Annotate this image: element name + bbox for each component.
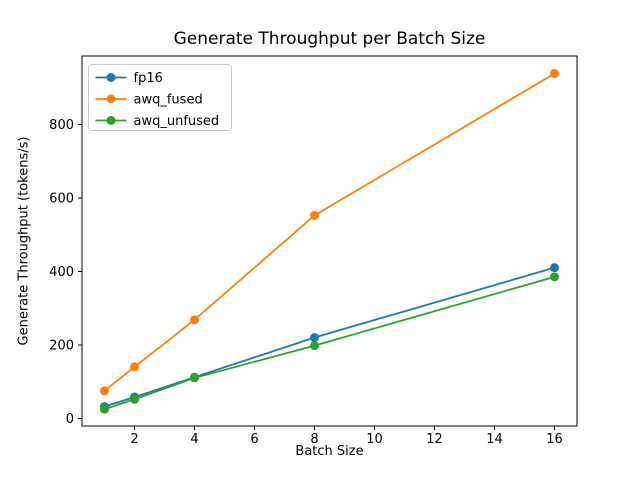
series-point-awq_fused: [190, 315, 199, 325]
x-tick-label: 10: [366, 432, 383, 447]
x-tick-label: 2: [130, 432, 138, 447]
legend-label-awq_unfused: awq_unfused: [134, 114, 220, 129]
legend-label-fp16: fp16: [134, 71, 163, 86]
y-tick-label: 600: [49, 191, 74, 206]
axes-frame: [81, 55, 578, 427]
series-point-awq_fused: [100, 386, 109, 396]
legend-sample-marker-awq_unfused: [106, 116, 116, 125]
y-tick-label: 200: [49, 338, 74, 353]
y-tick-label: 0: [66, 412, 74, 427]
x-tick-label: 4: [190, 432, 198, 447]
series-point-awq_unfused: [130, 394, 139, 404]
x-tick-label: 6: [250, 432, 258, 447]
series-point-awq_unfused: [310, 341, 319, 351]
series-line-awq_unfused: [104, 275, 555, 411]
x-tick-label: 14: [486, 432, 503, 447]
series-point-awq_fused: [130, 362, 139, 372]
y-axis-label: Generate Throughput (tokens/s): [16, 136, 32, 346]
series-point-awq_fused: [310, 210, 319, 220]
legend-sample-marker-awq_fused: [106, 94, 116, 104]
series-point-fp16: [550, 263, 559, 273]
series-point-fp16: [310, 332, 319, 342]
legend-sample-marker-fp16: [106, 73, 116, 82]
chart-title: Generate Throughput per Batch Size: [173, 29, 486, 49]
x-axis-label: Batch Size: [295, 444, 364, 459]
legend-box: [88, 64, 232, 131]
series-point-awq_unfused: [190, 373, 199, 383]
y-tick-label: 400: [49, 265, 74, 280]
x-tick-label: 16: [546, 432, 563, 447]
series-point-awq_unfused: [550, 272, 559, 282]
legend-label-awq_fused: awq_fused: [134, 93, 203, 108]
x-tick-label: 12: [426, 432, 443, 447]
series-point-awq_unfused: [100, 404, 109, 414]
x-tick-label: 8: [310, 432, 318, 447]
y-tick-label: 800: [49, 118, 74, 133]
series-point-awq_fused: [550, 69, 559, 79]
